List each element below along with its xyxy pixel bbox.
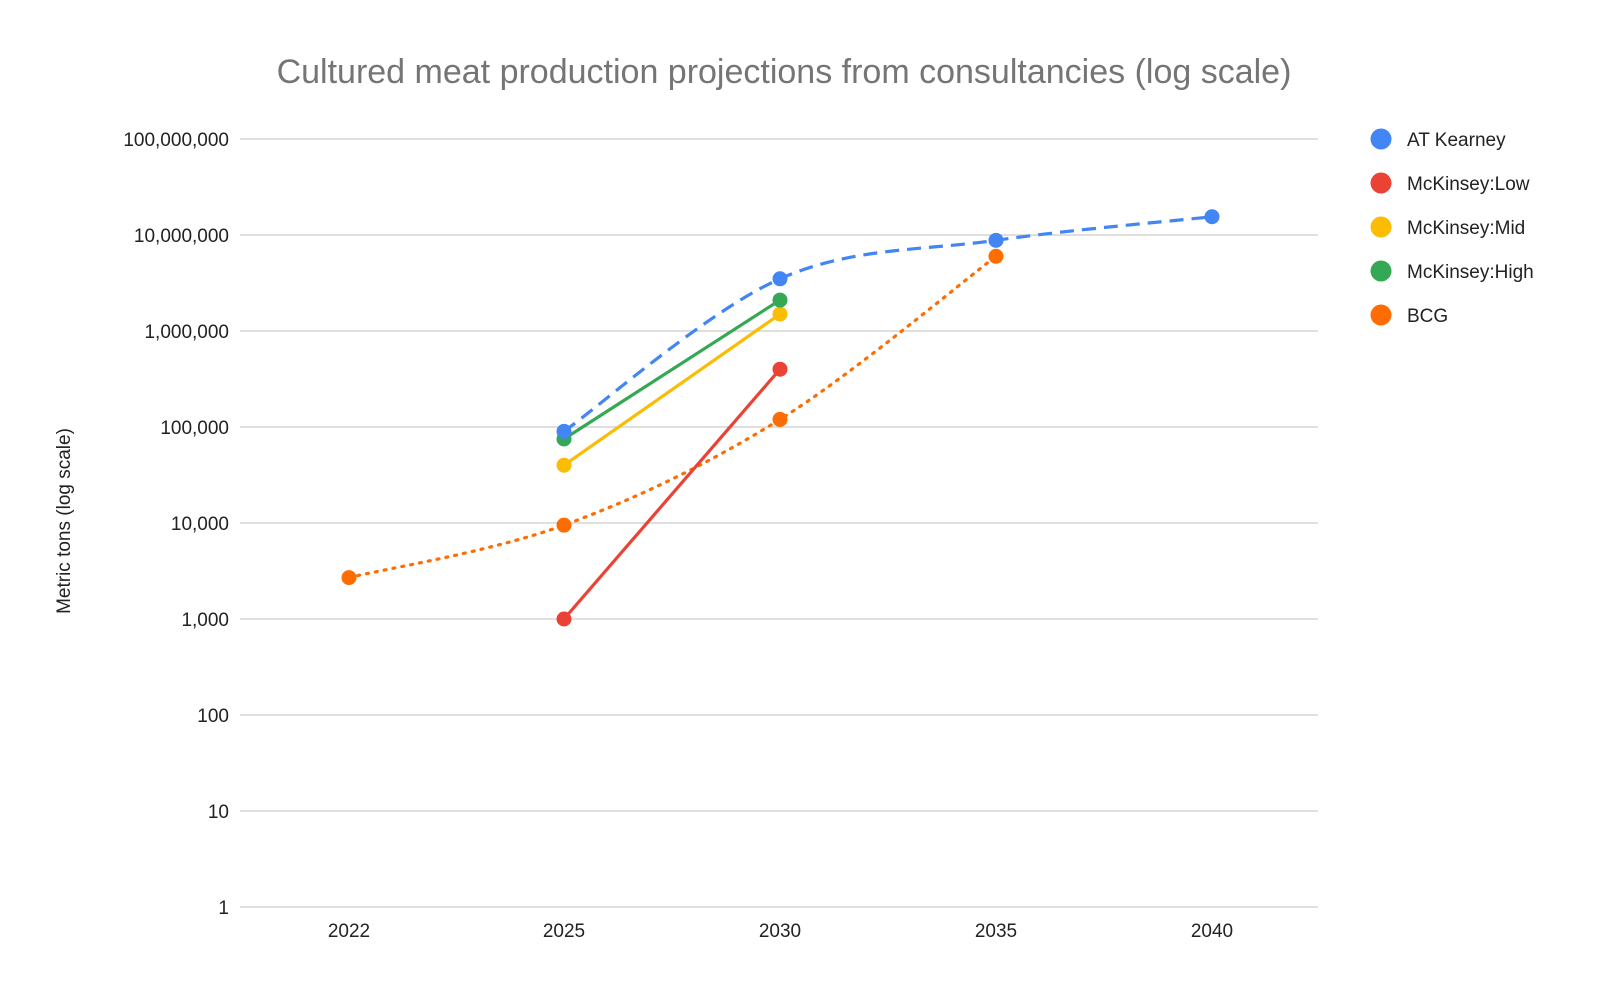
y-tick-label: 1 [218, 898, 229, 919]
legend-marker [1370, 216, 1392, 238]
data-point-mckinsey-mid [772, 306, 788, 322]
series-line-mckinsey-low [562, 368, 782, 621]
y-tick-label: 10,000,000 [134, 226, 229, 247]
data-point-at-kearney [1204, 209, 1220, 225]
y-tick-label: 100 [197, 706, 229, 727]
legend-label: BCG [1407, 306, 1448, 327]
legend-marker [1370, 128, 1392, 150]
data-point-mckinsey-mid [556, 457, 572, 473]
chart-title: Cultured meat production projections fro… [277, 53, 1292, 91]
data-point-at-kearney [772, 271, 788, 287]
series-line-mckinsey-high [563, 298, 781, 441]
legend-item-mckinsey-high: McKinsey:High [1370, 260, 1534, 283]
legend-item-mckinsey-mid: McKinsey:Mid [1370, 216, 1525, 239]
y-tick-label: 100,000 [160, 418, 229, 439]
data-point-bcg [556, 517, 572, 533]
y-tick-label: 1,000,000 [144, 322, 229, 343]
series-line-bcg [347, 254, 998, 580]
x-axis-ticks: 2022 2025 2030 2035 2040 [328, 921, 1233, 942]
legend-marker [1370, 172, 1392, 194]
legend-item-mckinsey-low: McKinsey:Low [1370, 172, 1530, 195]
series-points [341, 209, 1220, 627]
series-lines [347, 215, 1213, 621]
y-tick-label: 10 [208, 802, 229, 823]
data-point-at-kearney [556, 423, 572, 439]
y-tick-label: 1,000 [181, 610, 229, 631]
data-point-mckinsey-low [772, 361, 788, 377]
legend-item-at-kearney: AT Kearney [1370, 128, 1506, 151]
legend: AT Kearney McKinsey:Low McKinsey:Mid McKins… [1370, 128, 1534, 327]
legend-marker [1370, 260, 1392, 282]
legend-item-bcg: BCG [1370, 304, 1448, 327]
data-point-mckinsey-low [556, 611, 572, 627]
data-point-bcg [772, 411, 788, 427]
x-tick-label: 2040 [1191, 921, 1233, 942]
y-axis-ticks: 1 10 100 1,000 10,000 100,000 1,000,000 10,000,… [123, 130, 229, 919]
legend-label: McKinsey:Low [1407, 174, 1530, 195]
x-tick-label: 2035 [975, 921, 1017, 942]
series-line-at-kearney [563, 215, 1213, 433]
x-tick-label: 2030 [759, 921, 801, 942]
legend-label: AT Kearney [1407, 130, 1506, 151]
data-point-bcg [988, 248, 1004, 264]
data-point-at-kearney [988, 232, 1004, 248]
data-point-mckinsey-high [772, 292, 788, 308]
series-line-mckinsey-mid [563, 312, 781, 467]
data-point-bcg [341, 570, 357, 586]
grid-lines [240, 138, 1318, 908]
y-axis-label: Metric tons (log scale) [54, 428, 75, 614]
x-tick-label: 2022 [328, 921, 370, 942]
x-tick-label: 2025 [543, 921, 585, 942]
legend-label: McKinsey:Mid [1407, 218, 1525, 239]
legend-marker [1370, 304, 1392, 326]
y-tick-label: 10,000 [171, 514, 229, 535]
legend-label: McKinsey:High [1407, 262, 1534, 283]
y-tick-label: 100,000,000 [123, 130, 229, 151]
